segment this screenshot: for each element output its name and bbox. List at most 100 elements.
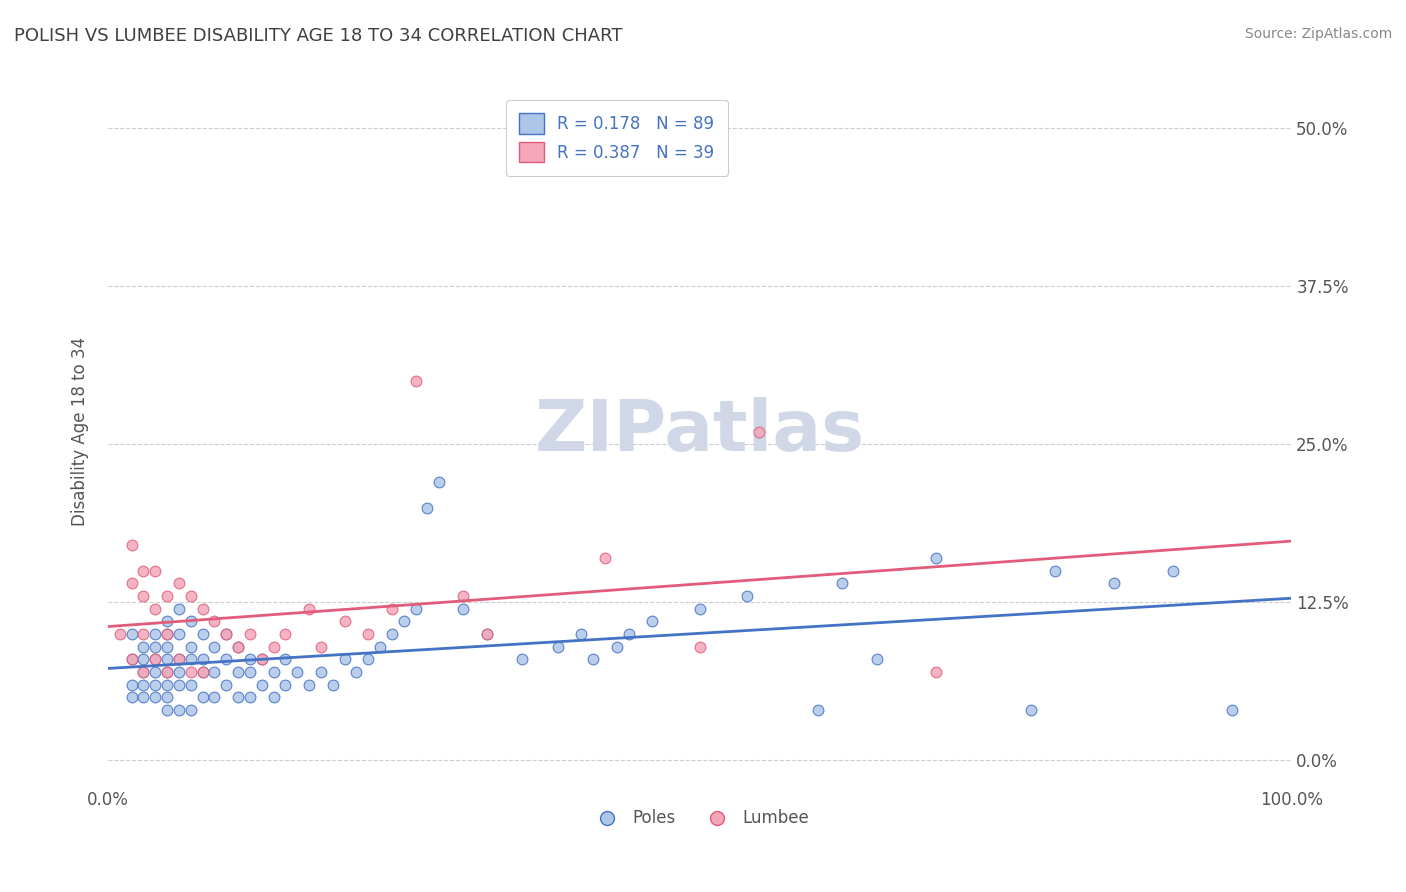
Point: [333, 652, 356, 666]
Point: [250, 652, 273, 666]
Point: [617, 627, 640, 641]
Point: [239, 627, 262, 641]
Point: [346, 665, 368, 679]
Point: [807, 703, 830, 717]
Point: [215, 627, 238, 641]
Point: [322, 677, 344, 691]
Point: [831, 576, 853, 591]
Point: [593, 551, 616, 566]
Point: [1161, 564, 1184, 578]
Point: [167, 627, 190, 641]
Point: [167, 652, 190, 666]
Point: [143, 627, 166, 641]
Point: [451, 601, 474, 615]
Point: [132, 652, 155, 666]
Point: [416, 500, 439, 515]
Point: [274, 677, 297, 691]
Point: [298, 677, 321, 691]
Point: [569, 627, 592, 641]
Point: [1220, 703, 1243, 717]
Point: [180, 615, 202, 629]
Point: [132, 690, 155, 705]
Point: [735, 589, 758, 603]
Point: [167, 652, 190, 666]
Point: [143, 665, 166, 679]
Point: [121, 677, 143, 691]
Point: [180, 589, 202, 603]
Point: [263, 640, 285, 654]
Point: [215, 652, 238, 666]
Point: [156, 677, 179, 691]
Point: [121, 627, 143, 641]
Point: [132, 627, 155, 641]
Point: [451, 589, 474, 603]
Point: [156, 665, 179, 679]
Point: [191, 665, 214, 679]
Point: [143, 690, 166, 705]
Point: [121, 576, 143, 591]
Point: [357, 627, 380, 641]
Point: [1019, 703, 1042, 717]
Point: [641, 615, 664, 629]
Point: [925, 551, 948, 566]
Point: [405, 374, 427, 388]
Point: [582, 652, 605, 666]
Point: [239, 652, 262, 666]
Point: [357, 652, 380, 666]
Point: [143, 652, 166, 666]
Point: [191, 690, 214, 705]
Text: Source: ZipAtlas.com: Source: ZipAtlas.com: [1244, 27, 1392, 41]
Point: [156, 589, 179, 603]
Point: [156, 615, 179, 629]
Y-axis label: Disability Age 18 to 34: Disability Age 18 to 34: [72, 337, 89, 526]
Point: [274, 627, 297, 641]
Point: [143, 640, 166, 654]
Point: [204, 690, 226, 705]
Point: [298, 601, 321, 615]
Point: [167, 601, 190, 615]
Point: [204, 665, 226, 679]
Point: [143, 601, 166, 615]
Point: [226, 690, 249, 705]
Point: [748, 425, 770, 439]
Point: [689, 601, 711, 615]
Point: [180, 677, 202, 691]
Point: [392, 615, 415, 629]
Text: ZIPatlas: ZIPatlas: [534, 397, 865, 467]
Point: [156, 665, 179, 679]
Point: [121, 652, 143, 666]
Point: [309, 640, 332, 654]
Point: [156, 640, 179, 654]
Point: [143, 652, 166, 666]
Point: [180, 665, 202, 679]
Point: [215, 677, 238, 691]
Point: [1043, 564, 1066, 578]
Point: [263, 665, 285, 679]
Point: [285, 665, 308, 679]
Point: [156, 652, 179, 666]
Point: [180, 703, 202, 717]
Point: [689, 640, 711, 654]
Point: [132, 665, 155, 679]
Point: [1102, 576, 1125, 591]
Point: [132, 640, 155, 654]
Point: [191, 601, 214, 615]
Point: [381, 627, 404, 641]
Point: [226, 665, 249, 679]
Point: [606, 640, 628, 654]
Point: [226, 640, 249, 654]
Point: [475, 627, 498, 641]
Point: [132, 589, 155, 603]
Point: [156, 627, 179, 641]
Point: [427, 475, 450, 490]
Point: [381, 601, 404, 615]
Point: [405, 601, 427, 615]
Point: [121, 690, 143, 705]
Point: [250, 652, 273, 666]
Point: [309, 665, 332, 679]
Point: [121, 652, 143, 666]
Point: [180, 652, 202, 666]
Point: [239, 665, 262, 679]
Point: [204, 640, 226, 654]
Point: [167, 576, 190, 591]
